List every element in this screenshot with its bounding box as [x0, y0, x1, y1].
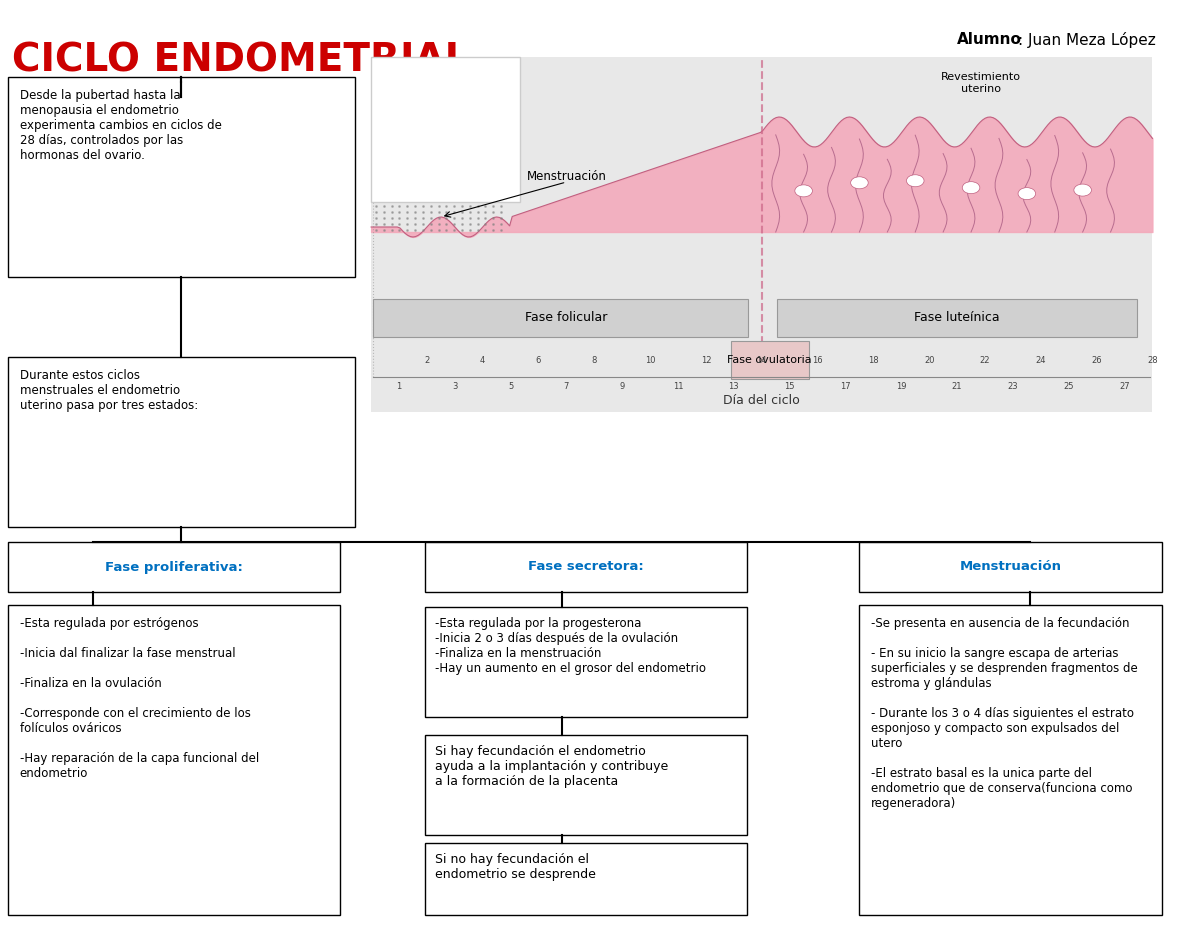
Text: 14: 14	[756, 356, 767, 365]
Text: 27: 27	[1120, 382, 1130, 391]
FancyBboxPatch shape	[731, 341, 809, 379]
Text: Menstruación: Menstruación	[527, 171, 606, 184]
Text: -Esta regulada por la progesterona
-Inicia 2 o 3 días después de la ovulación
-F: -Esta regulada por la progesterona -Inic…	[434, 617, 706, 675]
Text: 17: 17	[840, 382, 851, 391]
Text: : Juan Meza López: : Juan Meza López	[1018, 32, 1156, 48]
Ellipse shape	[1074, 184, 1092, 197]
Text: 11: 11	[673, 382, 683, 391]
Text: Día del ciclo: Día del ciclo	[724, 394, 800, 407]
Ellipse shape	[794, 184, 812, 197]
Text: 4: 4	[480, 356, 485, 365]
FancyBboxPatch shape	[859, 542, 1162, 592]
Text: 19: 19	[896, 382, 906, 391]
FancyBboxPatch shape	[425, 843, 748, 915]
Text: Revestimiento
uterino: Revestimiento uterino	[941, 72, 1020, 94]
FancyBboxPatch shape	[373, 299, 748, 337]
FancyBboxPatch shape	[859, 605, 1162, 915]
Ellipse shape	[851, 177, 869, 189]
Ellipse shape	[1018, 187, 1036, 199]
FancyBboxPatch shape	[778, 299, 1136, 337]
Text: 21: 21	[952, 382, 962, 391]
Text: 28: 28	[1147, 356, 1158, 365]
Text: Desde la pubertad hasta la
menopausia el endometrio
experimenta cambios en ciclo: Desde la pubertad hasta la menopausia el…	[19, 89, 222, 162]
Text: 2: 2	[425, 356, 430, 365]
Text: 9: 9	[619, 382, 625, 391]
FancyBboxPatch shape	[8, 542, 340, 592]
Text: Fase folicular: Fase folicular	[526, 311, 607, 324]
FancyBboxPatch shape	[425, 607, 748, 717]
Text: Fase ovulatoria: Fase ovulatoria	[727, 355, 812, 365]
Text: Durante estos ciclos
menstruales el endometrio
uterino pasa por tres estados:: Durante estos ciclos menstruales el endo…	[19, 369, 198, 412]
Text: 12: 12	[701, 356, 712, 365]
FancyBboxPatch shape	[8, 357, 354, 527]
Text: 25: 25	[1063, 382, 1074, 391]
Text: 16: 16	[812, 356, 823, 365]
Text: 26: 26	[1091, 356, 1102, 365]
Text: 15: 15	[785, 382, 794, 391]
Ellipse shape	[906, 175, 924, 186]
Text: 6: 6	[536, 356, 541, 365]
Text: Fase proliferativa:: Fase proliferativa:	[104, 561, 242, 574]
Text: Fase luteínica: Fase luteínica	[914, 311, 1000, 324]
Text: 5: 5	[508, 382, 514, 391]
Text: -Se presenta en ausencia de la fecundación

- En su inicio la sangre escapa de a: -Se presenta en ausencia de la fecundaci…	[871, 617, 1138, 810]
Text: Si hay fecundación el endometrio
ayuda a la implantación y contribuye
a la forma: Si hay fecundación el endometrio ayuda a…	[434, 745, 668, 788]
Text: 13: 13	[728, 382, 739, 391]
Ellipse shape	[962, 182, 980, 194]
Text: CICLO ENDOMETRIAL: CICLO ENDOMETRIAL	[12, 42, 469, 80]
Text: 23: 23	[1008, 382, 1019, 391]
Text: 20: 20	[924, 356, 935, 365]
Text: 8: 8	[592, 356, 598, 365]
Text: 7: 7	[564, 382, 569, 391]
FancyBboxPatch shape	[8, 77, 354, 277]
Text: 3: 3	[452, 382, 457, 391]
Text: 10: 10	[644, 356, 655, 365]
FancyBboxPatch shape	[425, 735, 748, 835]
Text: 1: 1	[396, 382, 402, 391]
Text: 24: 24	[1036, 356, 1046, 365]
Text: Menstruación: Menstruación	[960, 561, 1062, 574]
Text: Fase secretora:: Fase secretora:	[528, 561, 644, 574]
Text: 18: 18	[868, 356, 878, 365]
FancyBboxPatch shape	[8, 605, 340, 915]
Text: Alumno: Alumno	[958, 32, 1022, 47]
Text: Si no hay fecundación el
endometrio se desprende: Si no hay fecundación el endometrio se d…	[434, 853, 595, 881]
FancyBboxPatch shape	[371, 57, 520, 202]
Text: -Esta regulada por estrógenos

-Inicia dal finalizar la fase menstrual

-Finaliz: -Esta regulada por estrógenos -Inicia da…	[19, 617, 259, 780]
FancyBboxPatch shape	[371, 57, 1152, 412]
FancyBboxPatch shape	[425, 542, 748, 592]
Text: 22: 22	[979, 356, 990, 365]
